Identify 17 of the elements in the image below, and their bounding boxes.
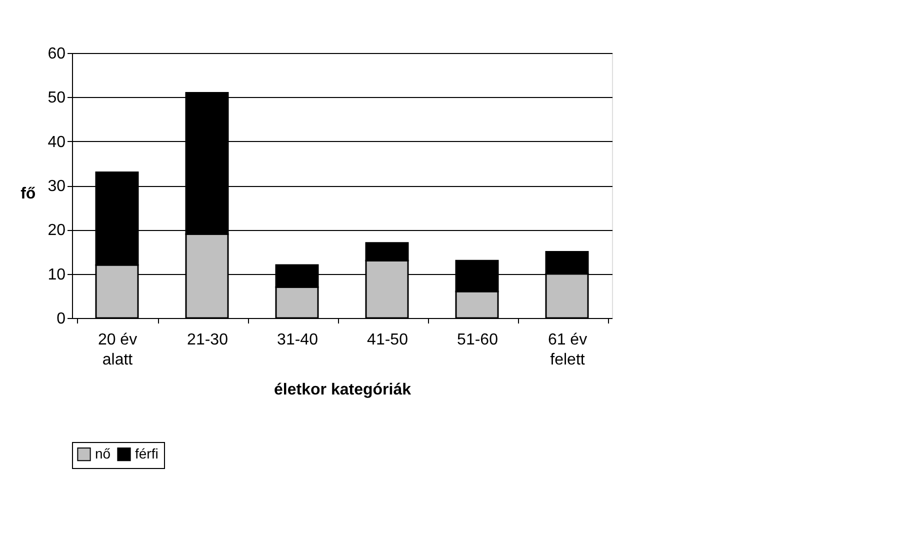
x-tick-label: 20 év alatt: [98, 332, 138, 368]
x-tick-label: 31-40: [277, 332, 318, 348]
legend-label: nő: [95, 445, 111, 462]
x-tick-label: 61 év felett: [548, 332, 588, 368]
x-tick-label: 51-60: [457, 332, 498, 348]
x-tick-label: 41-50: [367, 332, 408, 348]
y-tick-label: 60: [48, 46, 66, 62]
y-tick-label: 0: [56, 310, 66, 328]
legend-label: férfi: [135, 445, 158, 462]
y-tick-label: 20: [48, 222, 66, 240]
y-tick-label: 50: [48, 90, 66, 107]
y-tick-label: 40: [48, 134, 66, 151]
x-tick-label: 21-30: [187, 332, 228, 348]
y-axis-title: fő: [20, 186, 36, 202]
y-tick-label: 30: [48, 178, 66, 195]
x-axis-title: életkor kategóriák: [274, 382, 412, 398]
y-tick-label: 10: [48, 266, 66, 284]
